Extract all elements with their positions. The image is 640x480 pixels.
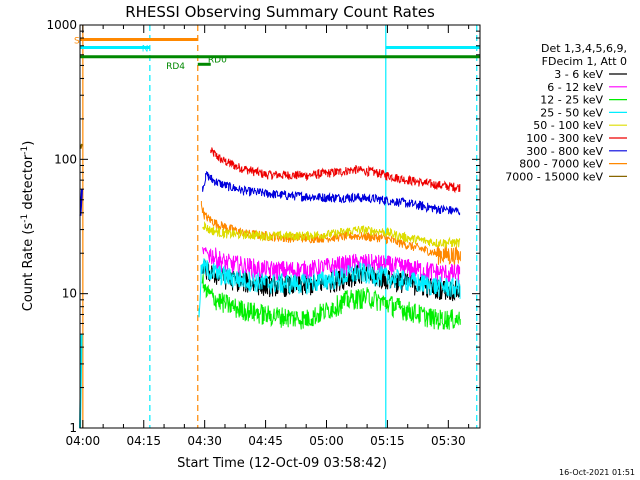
y-label-part-2: detector [21,154,36,214]
legend-label-0: 3 - 6 keV [554,68,603,81]
x-tick-label-5: 05:15 [370,434,405,448]
x-tick-label-1: 04:15 [126,434,161,448]
legend: Det 1,3,4,5,6,9, FDecim 1, Att 0 3 - 6 k… [505,42,627,183]
legend-label-3: 25 - 50 keV [540,106,603,119]
legend-label-1: 6 - 12 keV [547,81,603,94]
y-tick-label-0: 1 [69,421,77,435]
y-axis-label: Count Rate (s-1 detector-1) [20,141,36,312]
x-tick-label-2: 04:30 [187,434,222,448]
vertical-markers [82,25,478,428]
y-tick-label-3: 1000 [46,18,77,32]
series-line-10 [79,143,83,150]
timestamp: 16-Oct-2021 01:51 [559,468,635,477]
y-axis-ticks: 1 10 100 1000 [46,18,480,435]
y-label-part-1: Count Rate (s [21,223,36,312]
series-line-9 [79,189,83,216]
flag-label-3: RD0 [208,55,227,65]
y-label-sup-1: -1 [20,214,30,223]
legend-label-4: 50 - 100 keV [533,119,603,132]
y-tick-label-1: 10 [62,287,77,301]
series-line-7 [201,274,461,330]
y-tick-label-2: 100 [54,152,77,166]
y-label-sup-2: -1 [20,146,30,155]
legend-label-2: 12 - 25 keV [540,94,603,107]
x-tick-label-6: 05:30 [431,434,466,448]
legend-label-8: 7000 - 15000 keV [505,170,603,183]
series-line-4 [202,247,461,285]
x-tick-label-3: 04:45 [248,434,283,448]
x-axis-ticks: 04:00 04:15 04:30 04:45 05:00 05:15 05:30 [66,25,470,448]
flag-label-2: RD4 [166,62,185,72]
legend-header-detectors: Det 1,3,4,5,6,9, [541,42,627,55]
x-tick-label-0: 04:00 [66,434,101,448]
legend-label-5: 100 - 300 keV [526,132,603,145]
legend-header-decim: FDecim 1, Att 0 [542,55,627,68]
series-line-1 [202,171,461,216]
y-label-part-3: ) [21,141,36,146]
flag-label-1: N [142,44,149,54]
x-axis-label: Start Time (12-Oct-09 03:58:42) [177,456,387,471]
legend-label-6: 300 - 800 keV [526,145,603,158]
series-group [79,143,461,429]
chart-title: RHESSI Observing Summary Count Rates [125,3,435,21]
series-line-6 [198,258,461,318]
series-line-3 [202,220,461,249]
plot-frame [79,24,481,429]
flag-bars: S N RD4 RD0 [74,36,480,72]
series-line-0 [210,147,461,194]
flag-label-0: S [74,36,80,46]
x-tick-label-4: 05:00 [309,434,344,448]
legend-label-7: 800 - 7000 keV [519,158,603,171]
